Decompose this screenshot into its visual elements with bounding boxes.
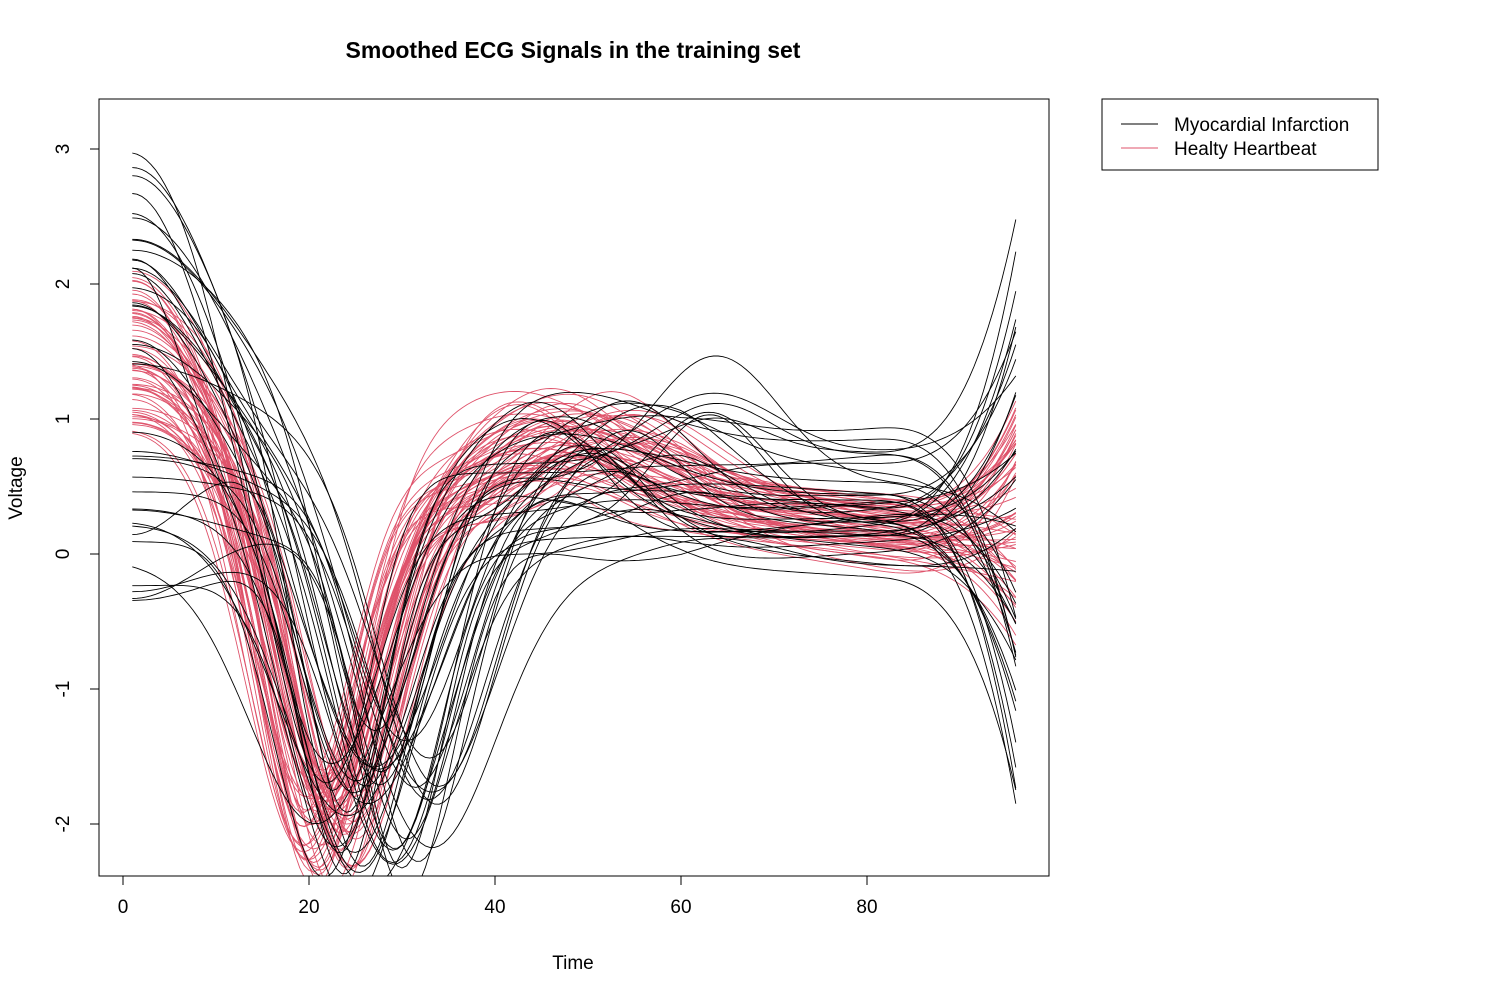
- series-myocardial-line: [132, 291, 1017, 848]
- legend-label-healthy: Healty Heartbeat: [1174, 139, 1317, 160]
- y-tick-label: 2: [53, 279, 74, 290]
- series-myocardial-line: [132, 458, 1017, 782]
- series-myocardial-line: [132, 217, 1016, 848]
- y-tick-label: -1: [53, 681, 74, 698]
- series-myocardial-line: [132, 496, 1017, 876]
- x-tick-label: 60: [670, 897, 691, 918]
- series-myocardial-line: [132, 259, 1017, 793]
- y-tick-label: 3: [53, 144, 74, 155]
- x-tick-label: 0: [118, 897, 129, 918]
- series-myocardial-line: [132, 152, 1017, 789]
- series-myocardial-line: [132, 420, 1016, 817]
- x-axis: 0 20 40 60 80: [118, 875, 878, 918]
- series-myocardial-line: [132, 402, 1017, 813]
- y-tick-label: -2: [53, 816, 74, 833]
- series-myocardial-line: [132, 476, 1017, 869]
- series-myocardial-line: [132, 401, 1017, 876]
- series-myocardial-line: [132, 287, 1017, 768]
- series-healthy-line: [132, 366, 1017, 873]
- series-healthy-line: [132, 280, 1017, 846]
- legend-box: [1101, 98, 1379, 171]
- series-myocardial-line: [132, 359, 1017, 794]
- series-myocardial-line: [132, 507, 1017, 865]
- series-myocardial-line: [132, 239, 1017, 742]
- series-myocardial-line: [132, 267, 1017, 854]
- series-myocardial-line: [132, 219, 1017, 787]
- series-myocardial-line: [132, 431, 1017, 873]
- series-myocardial-line: [132, 304, 1017, 786]
- series-myocardial-line: [132, 267, 1017, 768]
- series-myocardial-line: [132, 445, 1017, 876]
- legend-label-myocardial: Myocardial Infarction: [1174, 115, 1349, 136]
- x-tick-label: 20: [298, 897, 319, 918]
- series-healthy-line: [132, 308, 1017, 825]
- legend: Myocardial Infarction Healty Heartbeat: [1101, 98, 1379, 171]
- x-tick-label: 80: [856, 897, 877, 918]
- series-healthy-line: [132, 324, 1016, 822]
- series-myocardial-line: [132, 238, 1017, 805]
- x-axis-label: Time: [552, 953, 594, 974]
- series-healthy-line: [132, 365, 1017, 803]
- series-myocardial-line: [132, 213, 1017, 804]
- y-tick-label: 1: [53, 414, 74, 425]
- y-axis-label: Voltage: [6, 456, 27, 519]
- series-myocardial-line: [132, 430, 1017, 801]
- series-healthy-line: [132, 353, 1017, 789]
- y-tick-label: 0: [53, 549, 74, 560]
- series-healthy-line: [132, 277, 1017, 779]
- series-myocardial-line: [132, 454, 1017, 862]
- series-healthy-line: [132, 356, 1017, 876]
- series-healthy-line: [132, 378, 1017, 871]
- chart-title: Smoothed ECG Signals in the training set: [346, 37, 801, 63]
- y-axis: -2 -1 0 1 2 3: [53, 144, 100, 833]
- series-layer: [132, 152, 1017, 876]
- series-healthy-line: [132, 407, 1017, 823]
- series-myocardial-line: [132, 361, 1017, 876]
- series-myocardial-line: [132, 175, 1017, 792]
- x-tick-label: 40: [484, 897, 505, 918]
- series-myocardial-line: [132, 404, 1017, 788]
- series-healthy-line: [132, 393, 1017, 778]
- series-myocardial-line: [132, 344, 1017, 875]
- series-myocardial-line: [132, 449, 1017, 840]
